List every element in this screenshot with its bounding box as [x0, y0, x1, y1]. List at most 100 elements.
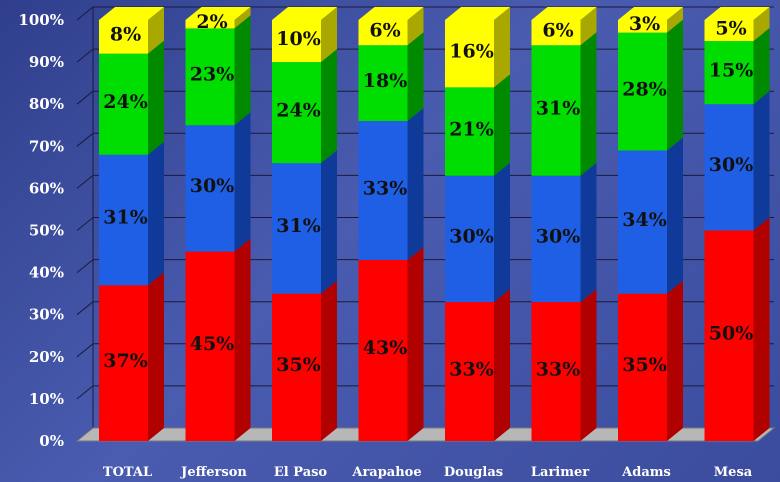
data-label: 15%: [709, 59, 754, 81]
bar-side: [667, 19, 683, 151]
bar-segment: [358, 121, 408, 260]
data-label: 31%: [536, 97, 581, 119]
data-label: 24%: [276, 99, 321, 121]
bar-side: [148, 272, 164, 441]
x-category-label: Jefferson: [180, 465, 247, 480]
y-tick-label: 90%: [29, 53, 64, 71]
bar-side: [321, 280, 337, 441]
bar-side: [667, 7, 683, 33]
bar-segment: [531, 175, 581, 303]
data-label: 35%: [276, 354, 321, 376]
data-label: 50%: [709, 323, 754, 345]
bar-segment: [358, 45, 408, 122]
gridline-side: [76, 48, 94, 63]
bar-side: [148, 40, 164, 155]
bar-side: [667, 137, 683, 294]
bars: [99, 7, 770, 441]
data-label: 33%: [363, 177, 408, 199]
bar-side: [321, 7, 337, 63]
bar-side: [321, 150, 337, 294]
data-label: 31%: [276, 215, 321, 237]
bar-segment: [618, 150, 667, 294]
bar-segment: [445, 87, 494, 176]
bar-side: [407, 7, 424, 46]
data-label: 43%: [363, 337, 408, 359]
bar-side: [580, 162, 597, 303]
bar-segment: [531, 45, 581, 176]
chart-floor: [75, 427, 776, 442]
data-label: 45%: [190, 333, 235, 355]
x-category-label: Douglas: [444, 465, 503, 480]
bar-side: [580, 32, 597, 176]
bar-segment: [272, 20, 321, 63]
gridline-side: [76, 175, 94, 189]
bar-segment: [272, 293, 321, 441]
bar-side: [494, 74, 510, 176]
data-label: 16%: [449, 40, 494, 62]
bar-segment: [704, 20, 754, 42]
data-label: 6%: [542, 19, 573, 41]
bar-segment: [704, 104, 754, 231]
y-tick-label: 40%: [29, 264, 64, 282]
bar-side: [494, 7, 510, 88]
data-label: 21%: [449, 118, 494, 140]
x-category-label: Adams: [621, 465, 671, 480]
bar-segment: [99, 154, 148, 286]
y-tick-label: 50%: [29, 222, 64, 240]
bar-side: [407, 246, 424, 441]
bar-segment: [531, 20, 581, 46]
y-tick-label: 0%: [39, 432, 64, 450]
bar-top: [358, 7, 424, 20]
bar-side: [148, 7, 164, 54]
x-category-label: TOTAL: [103, 465, 152, 480]
y-tick-label: 20%: [29, 348, 64, 366]
gridline-side: [76, 132, 94, 147]
bar-side: [234, 112, 251, 252]
bar-side: [321, 49, 337, 164]
gridline-side: [76, 301, 94, 316]
bar-segment: [445, 175, 494, 303]
bar-top: [618, 7, 683, 20]
data-label: 30%: [536, 226, 581, 248]
bar-side: [234, 15, 251, 126]
bar-top: [531, 7, 597, 20]
data-label: 37%: [103, 350, 148, 372]
gridline-side: [76, 343, 94, 358]
x-category-label: Arapahoe: [351, 465, 421, 480]
bar-segment: [358, 259, 408, 441]
y-tick-label: 30%: [29, 306, 64, 324]
bar-segment: [531, 302, 581, 441]
data-label: 5%: [715, 17, 746, 39]
bar-segment: [704, 230, 754, 441]
bar-side: [580, 7, 597, 46]
bar-top: [185, 7, 251, 20]
data-label: 2%: [196, 11, 227, 33]
bar-top: [99, 7, 164, 20]
x-category-label: Larimer: [531, 465, 589, 480]
x-category-label: El Paso: [274, 465, 328, 480]
bar-segment: [358, 20, 408, 46]
floor-plane: [75, 427, 776, 442]
data-label: 33%: [536, 358, 581, 380]
bar-side: [234, 238, 251, 441]
data-label: 8%: [110, 24, 141, 46]
bar-segment: [618, 293, 667, 441]
bar-segment: [704, 41, 754, 105]
bar-side: [234, 7, 251, 29]
bar-segment: [272, 62, 321, 164]
bar-segment: [618, 32, 667, 151]
data-label: 33%: [449, 358, 494, 380]
gridline-side: [76, 217, 94, 231]
gridline-side: [76, 6, 94, 21]
bar-side: [580, 289, 597, 441]
data-label: 23%: [190, 64, 235, 86]
bar-top: [272, 7, 337, 20]
bar-top: [445, 7, 510, 20]
gridline-side: [76, 259, 94, 273]
y-axis: 0% 10% 20% 30% 40% 50% 60% 70% 80% 90% 100%: [18, 11, 64, 450]
y-tick-label: 100%: [18, 11, 64, 29]
bar-segment: [185, 125, 235, 252]
data-label: 3%: [629, 13, 660, 35]
bar-segment: [99, 20, 148, 54]
bar-segment: [272, 163, 321, 294]
